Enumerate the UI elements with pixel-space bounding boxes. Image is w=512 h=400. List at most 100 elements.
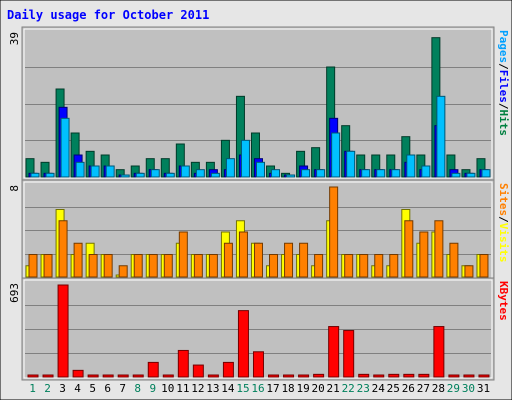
bar-kbytes-day-1 <box>27 374 39 378</box>
bar-pages-day-27 <box>421 165 431 178</box>
bar-kbytes-day-18 <box>283 374 295 378</box>
x-tick-label: 10 <box>161 382 174 395</box>
bar-pages-day-15 <box>240 139 250 178</box>
bar-pages-day-30 <box>466 172 476 178</box>
bar-kbytes-day-20 <box>313 373 325 378</box>
bar-pages-day-10 <box>165 172 175 178</box>
bar-sites-day-1 <box>28 254 38 278</box>
bar-kbytes-day-15 <box>237 310 249 378</box>
bar-kbytes-day-22 <box>343 330 355 378</box>
bar-sites-day-15 <box>238 231 248 278</box>
bar-kbytes-day-8 <box>132 374 144 378</box>
bar-sites-day-31 <box>479 254 489 278</box>
bar-kbytes-day-25 <box>388 373 400 378</box>
bar-kbytes-day-19 <box>298 374 310 378</box>
bar-pages-day-18 <box>286 174 296 178</box>
bar-pages-day-22 <box>346 150 356 178</box>
bar-kbytes-day-29 <box>448 374 460 378</box>
x-tick-label: 6 <box>104 382 111 395</box>
bar-sites-day-28 <box>434 220 444 278</box>
bar-kbytes-day-12 <box>192 364 204 378</box>
bar-pages-day-11 <box>180 165 190 178</box>
x-tick-label: 12 <box>191 382 204 395</box>
bar-sites-day-30 <box>464 265 474 278</box>
bar-pages-day-26 <box>406 154 416 178</box>
bar-kbytes-day-23 <box>358 373 370 378</box>
x-tick-label: 27 <box>417 382 430 395</box>
x-tick-label: 7 <box>119 382 126 395</box>
legend-entry: Visits <box>497 223 510 263</box>
x-tick-label: 2 <box>44 382 51 395</box>
x-tick-label: 26 <box>402 382 415 395</box>
bar-pages-day-16 <box>255 161 265 178</box>
bar-sites-day-11 <box>178 231 188 278</box>
legend-entry: / <box>497 103 510 110</box>
x-tick-label: 11 <box>176 382 189 395</box>
bar-pages-day-25 <box>391 169 401 178</box>
chart-title: Daily usage for October 2011 <box>7 8 209 22</box>
bar-kbytes-day-3 <box>57 284 69 378</box>
legend: Pages/Files/Hits <box>497 30 510 136</box>
bar-sites-day-5 <box>88 254 98 278</box>
kbytes-panel: 693 KBytes <box>8 277 510 381</box>
bar-sites-day-3 <box>58 220 68 278</box>
x-tick-label: 15 <box>236 382 249 395</box>
legend-entry: Pages <box>497 30 510 63</box>
bar-pages-day-31 <box>481 169 491 178</box>
bar-pages-day-8 <box>135 172 145 178</box>
bar-pages-day-13 <box>210 172 220 178</box>
bar-sites-day-4 <box>73 242 83 278</box>
bar-sites-day-7 <box>118 265 128 278</box>
bar-pages-day-5 <box>90 165 100 178</box>
bar-sites-day-2 <box>43 254 53 278</box>
bar-sites-day-19 <box>299 242 309 278</box>
legend: KBytes <box>497 281 510 321</box>
bar-pages-day-17 <box>271 169 281 178</box>
x-axis-day-labels: 1 2 3 4 5 6 7 8 9 10 11 12 13 14 15 16 17 18 19 20 21 22 23 24 2… <box>29 382 490 395</box>
bar-pages-day-24 <box>376 169 386 178</box>
bar-kbytes-day-13 <box>207 374 219 378</box>
bar-sites-day-8 <box>133 254 143 278</box>
x-tick-label: 5 <box>89 382 96 395</box>
x-tick-label: 22 <box>342 382 355 395</box>
x-tick-label: 19 <box>296 382 309 395</box>
bar-kbytes-day-5 <box>87 374 99 378</box>
legend-entry: / <box>497 63 510 70</box>
bar-kbytes-day-7 <box>117 374 129 378</box>
bar-pages-day-3 <box>60 117 70 178</box>
bar-pages-day-1 <box>30 172 40 178</box>
bar-sites-day-6 <box>103 254 113 278</box>
x-tick-label: 3 <box>59 382 66 395</box>
bar-sites-day-14 <box>223 242 233 278</box>
bar-kbytes-day-16 <box>252 351 264 378</box>
bar-sites-day-20 <box>314 254 324 278</box>
bar-sites-day-29 <box>449 242 459 278</box>
x-tick-label: 13 <box>206 382 219 395</box>
bar-pages-day-29 <box>451 172 461 178</box>
bar-sites-day-26 <box>404 220 414 278</box>
bar-kbytes-day-27 <box>418 373 430 378</box>
bar-sites-day-13 <box>208 254 218 278</box>
x-tick-label: 25 <box>387 382 400 395</box>
bar-sites-day-23 <box>359 254 369 278</box>
bar-kbytes-day-21 <box>328 326 340 378</box>
x-tick-label: 23 <box>357 382 370 395</box>
bar-sites-day-9 <box>148 254 158 278</box>
x-tick-label: 4 <box>74 382 81 395</box>
bar-kbytes-day-24 <box>373 374 385 378</box>
bar-kbytes-day-9 <box>147 361 159 378</box>
x-tick-label: 18 <box>281 382 294 395</box>
bar-kbytes-day-31 <box>478 374 490 378</box>
x-tick-label: 1 <box>29 382 36 395</box>
y-max-label: 693 <box>8 283 21 303</box>
bar-pages-day-20 <box>316 169 326 178</box>
legend-entry: KBytes <box>497 281 510 321</box>
legend: Sites/Visits <box>497 183 510 263</box>
legend-entry: Hits <box>497 110 510 137</box>
x-tick-label: 24 <box>372 382 386 395</box>
bar-kbytes-day-26 <box>403 373 415 378</box>
x-tick-label: 20 <box>312 382 325 395</box>
bar-sites-day-22 <box>344 254 354 278</box>
